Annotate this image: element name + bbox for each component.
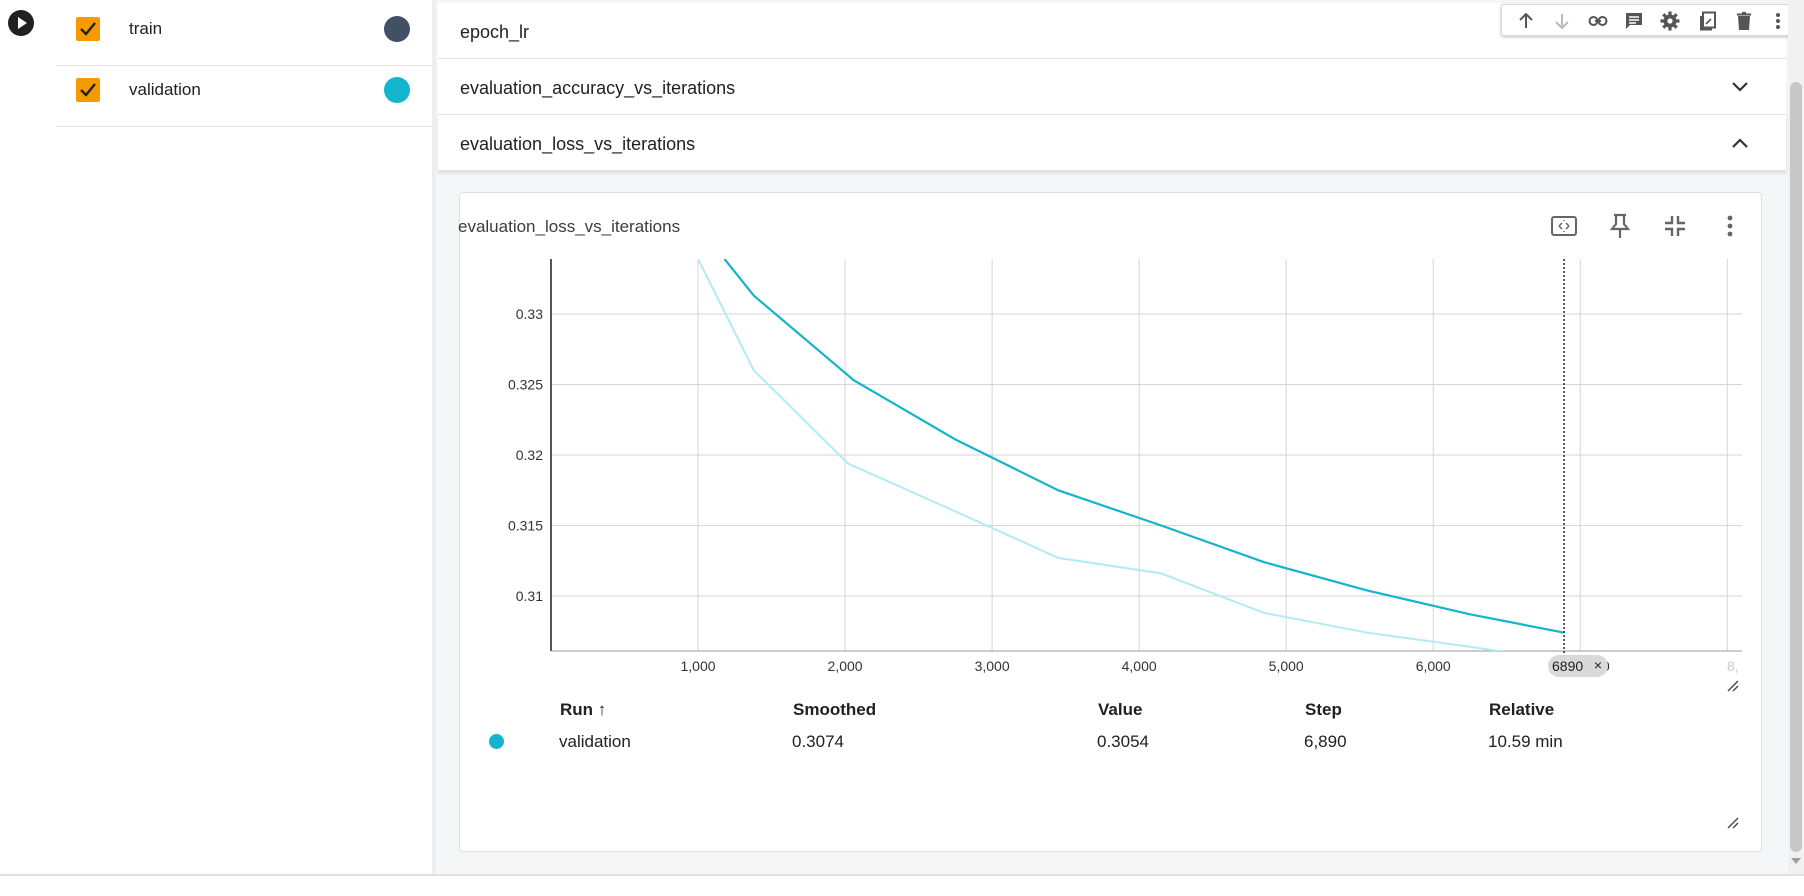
resize-handle-icon[interactable] — [1727, 680, 1739, 692]
arrow-down-icon[interactable] — [1552, 11, 1572, 31]
delete-icon[interactable] — [1734, 11, 1754, 31]
run-row-validation: validation — [56, 61, 432, 127]
run-checkbox-train[interactable] — [76, 17, 100, 41]
group-title: evaluation_loss_vs_iterations — [460, 134, 696, 154]
tooltip-run-name: validation — [559, 732, 631, 751]
run-row-train: train — [56, 0, 432, 66]
run-checkbox-validation[interactable] — [76, 78, 100, 102]
run-label-validation: validation — [129, 80, 201, 99]
run-color-swatch-validation[interactable] — [384, 77, 410, 103]
step-cursor-value: 6890 — [1552, 658, 1584, 674]
checkmark-icon — [80, 22, 96, 36]
more-vert-icon[interactable] — [1768, 11, 1788, 31]
bottom-bar — [0, 874, 1804, 896]
step-cursor-badge[interactable]: 6890 × — [1548, 655, 1608, 677]
scroll-down-arrow-icon[interactable] — [1791, 858, 1801, 864]
column-header-smoothed[interactable]: Smoothed — [793, 700, 877, 719]
sidebar-divider[interactable] — [432, 0, 436, 874]
resize-handle-icon[interactable] — [1727, 817, 1739, 829]
play-icon[interactable] — [8, 10, 34, 36]
tooltip-raw-value: 0.3054 — [1097, 732, 1149, 751]
column-header-run-label: Run — [560, 700, 594, 719]
arrow-up-icon[interactable] — [1516, 11, 1536, 31]
column-header-value[interactable]: Value — [1098, 700, 1143, 719]
tooltip-step: 6,890 — [1304, 732, 1347, 751]
settings-icon[interactable] — [1660, 11, 1680, 31]
comment-icon[interactable] — [1624, 11, 1644, 31]
group-header-evaluation-accuracy[interactable]: evaluation_accuracy_vs_iterations — [438, 59, 1786, 115]
chevron-down-icon[interactable] — [1730, 77, 1750, 97]
card-toolbar — [1501, 4, 1795, 36]
run-color-swatch-train[interactable] — [384, 16, 410, 42]
fit-domain-icon[interactable] — [1550, 212, 1578, 240]
chevron-up-icon[interactable] — [1730, 133, 1750, 153]
copy-icon[interactable] — [1698, 11, 1718, 31]
run-label-train: train — [129, 19, 163, 38]
group-header-evaluation-loss[interactable]: evaluation_loss_vs_iterations — [438, 115, 1786, 171]
checkmark-icon — [80, 83, 96, 97]
column-header-relative[interactable]: Relative — [1489, 700, 1555, 719]
pin-icon[interactable] — [1606, 212, 1634, 240]
chart-card — [459, 192, 1762, 852]
close-icon[interactable]: × — [1593, 657, 1602, 673]
column-header-run[interactable]: Run ↑ — [560, 700, 606, 720]
run-color-dot — [489, 734, 504, 749]
tooltip-relative-time: 10.59 min — [1488, 732, 1563, 751]
run-selector: train validation — [0, 0, 432, 874]
chart-title: evaluation_loss_vs_iterations — [458, 217, 681, 236]
group-title: evaluation_accuracy_vs_iterations — [460, 78, 736, 98]
link-icon[interactable] — [1588, 11, 1608, 31]
group-title: epoch_lr — [460, 22, 530, 42]
scrollbar-thumb[interactable] — [1790, 82, 1802, 852]
tooltip-smoothed-value: 0.3074 — [792, 732, 844, 751]
sort-ascending-icon: ↑ — [597, 700, 607, 719]
more-vert-icon[interactable] — [1716, 212, 1744, 240]
collapse-icon[interactable] — [1661, 212, 1689, 240]
x-tick-label-faded: 8, — [1727, 658, 1739, 674]
column-header-step[interactable]: Step — [1305, 700, 1342, 719]
